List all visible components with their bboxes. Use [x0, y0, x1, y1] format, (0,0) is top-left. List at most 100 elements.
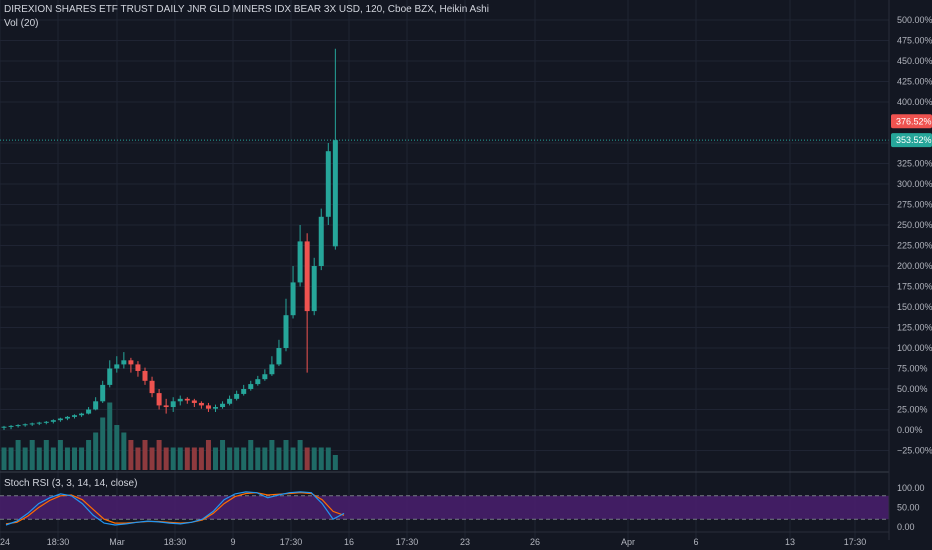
candle-body	[64, 416, 70, 419]
volume-bar	[283, 440, 289, 470]
volume-bar	[213, 447, 218, 470]
price-tick-label: 100.00%	[897, 343, 932, 353]
price-tick-label: 325.00%	[897, 159, 932, 169]
time-tick-label: Apr	[621, 537, 635, 547]
candle-body	[311, 266, 317, 312]
volume-bar	[128, 440, 134, 470]
volume-bar	[304, 447, 310, 470]
price-tick-label: 425.00%	[897, 77, 932, 87]
time-tick-label: Mar	[109, 537, 125, 547]
price-tick-label: 450.00%	[897, 56, 932, 66]
volume-bar	[262, 447, 268, 470]
rsi-axis[interactable]: 100.00 50.00 0.00	[897, 483, 925, 532]
volume-bar	[220, 440, 226, 470]
candle-body	[128, 360, 134, 365]
volume-bar	[184, 447, 190, 470]
volume-bar	[248, 440, 254, 470]
time-axis[interactable]: 24 18:30 Mar 18:30 9 17:30 16 17:30 23 26 Apr 6 13 17…	[0, 531, 889, 547]
stoch-band-fill	[0, 495, 889, 520]
volume-bar	[255, 447, 261, 470]
stoch-rsi-legend[interactable]: Stoch RSI (3, 3, 14, 14, close)	[4, 478, 138, 489]
volume-bar	[64, 447, 70, 470]
candle-body	[255, 379, 261, 385]
volume-bar	[332, 455, 338, 470]
price-tick-label: 250.00%	[897, 220, 932, 230]
candle-body	[163, 405, 169, 408]
candle-body	[93, 401, 99, 410]
volume-bar	[57, 440, 63, 470]
candle-body	[22, 424, 28, 426]
rsi-tick-label: 100.00	[897, 483, 925, 493]
candle-body	[100, 384, 106, 402]
volume-bar	[36, 447, 42, 470]
candle-body	[332, 140, 338, 247]
volume-bar	[149, 447, 155, 470]
candle-body	[57, 418, 63, 421]
volume-bar	[191, 447, 197, 470]
time-tick-label: 24	[0, 537, 10, 547]
volume-bar	[234, 447, 240, 470]
volume-bar	[107, 402, 113, 470]
candle-body	[234, 393, 240, 399]
candle-body	[213, 407, 218, 409]
volume-bar	[177, 447, 183, 470]
time-tick-label: 6	[693, 537, 698, 547]
price-tick-label: 150.00%	[897, 302, 932, 312]
candle-body	[121, 360, 127, 365]
time-tick-label: 26	[530, 537, 540, 547]
candle-body	[135, 364, 141, 371]
volume-bar	[135, 447, 141, 470]
price-tick-label: 200.00%	[897, 261, 932, 271]
volume-bar	[142, 440, 148, 470]
volume-bar	[22, 447, 28, 470]
symbol-title[interactable]: DIREXION SHARES ETF TRUST DAILY JNR GLD …	[4, 4, 489, 15]
time-tick-label: 9	[230, 537, 235, 547]
candle-body	[29, 423, 35, 425]
candle-body	[142, 370, 148, 381]
volume-bar	[86, 440, 92, 470]
candle-body	[191, 400, 197, 403]
price-badge	[891, 133, 932, 148]
candle-body	[8, 425, 14, 427]
candle-body	[1, 426, 7, 428]
price-tick-label: 125.00%	[897, 323, 932, 333]
candle-body	[198, 402, 204, 406]
candle-body	[220, 403, 226, 408]
volume-bar	[29, 440, 35, 470]
time-tick-label: 18:30	[47, 537, 70, 547]
volume-bar	[100, 417, 106, 470]
volume-bar	[8, 447, 14, 470]
candle-body	[269, 364, 275, 375]
candle-body	[290, 282, 296, 316]
price-tick-label: 475.00%	[897, 36, 932, 46]
price-tick-label: 50.00%	[897, 384, 928, 394]
volume-bar	[241, 447, 247, 470]
time-tick-label: 17:30	[396, 537, 419, 547]
volume-bar	[311, 447, 317, 470]
volume-bar	[170, 447, 176, 470]
price-axis[interactable]: 500.00%475.00%450.00%425.00%400.00%350.0…	[888, 0, 932, 540]
candle-body	[283, 315, 289, 348]
volume-bar	[205, 440, 211, 470]
time-tick-label: 13	[785, 537, 795, 547]
volume-bar	[290, 447, 296, 470]
candle-body	[170, 401, 176, 408]
volume-bar	[114, 425, 120, 470]
rsi-tick-label: 50.00	[897, 503, 920, 513]
time-tick-label: 17:30	[844, 537, 867, 547]
volume-bar	[163, 447, 169, 470]
time-tick-label: 16	[344, 537, 354, 547]
volume-bar	[198, 447, 204, 470]
price-tick-label: 175.00%	[897, 282, 932, 292]
grid-lines	[0, 0, 889, 540]
volume-bar	[276, 447, 282, 470]
volume-bar	[79, 447, 85, 470]
candle-body	[241, 389, 247, 394]
volume-legend[interactable]: Vol (20)	[4, 18, 39, 29]
price-tick-label: 500.00%	[897, 15, 932, 25]
candle-body	[149, 380, 155, 394]
candle-body	[50, 420, 56, 422]
volume-bar	[50, 447, 56, 470]
volume-bar	[318, 447, 324, 470]
